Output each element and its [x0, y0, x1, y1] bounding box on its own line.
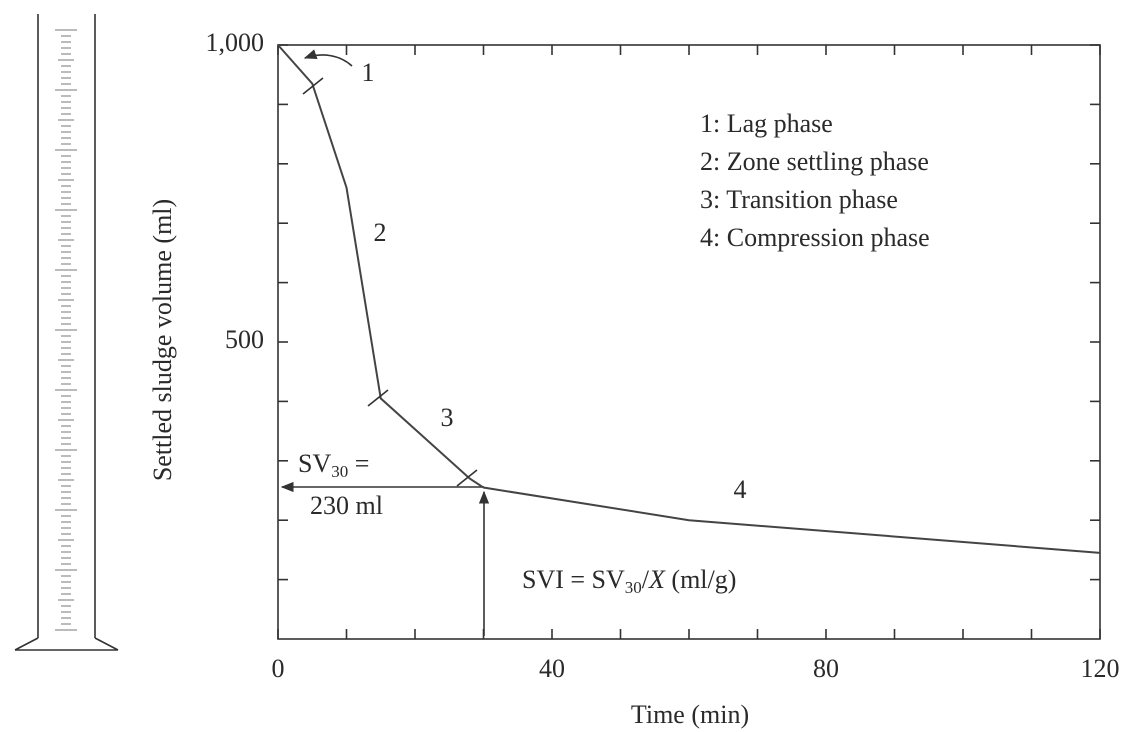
data-line [277, 44, 1101, 554]
x-axis-label: Time (min) [631, 700, 749, 729]
phase-number: 1 [362, 58, 375, 87]
phase-boundary [456, 469, 478, 487]
x-tick-label: 80 [813, 654, 839, 683]
x-tick-label: 120 [1081, 654, 1120, 683]
y-tick-label: 500 [225, 325, 264, 354]
legend-line: 1: Lag phase [700, 109, 833, 138]
lag-arrow [303, 49, 353, 67]
phase-boundary [302, 77, 324, 95]
x-tick-label: 0 [272, 654, 285, 683]
sv30-value: 230 ml [310, 491, 383, 520]
legend-line: 3: Transition phase [700, 185, 898, 214]
phase-number: 4 [734, 475, 747, 504]
sv30-label: SV30 = [298, 449, 369, 481]
y-tick-label: 1,000 [206, 28, 265, 57]
svi-formula: SVI = SV30/X (ml/g) [522, 565, 736, 597]
x-tick-label: 40 [539, 654, 565, 683]
phase-number: 2 [374, 218, 387, 247]
phase-boundary [367, 389, 389, 407]
y-axis-label: Settled sludge volume (ml) [148, 199, 177, 481]
legend-line: 4: Compression phase [700, 223, 930, 252]
plot-frame [277, 44, 1101, 640]
legend-line: 2: Zone settling phase [700, 147, 929, 176]
phase-number: 3 [441, 403, 454, 432]
graduated-cylinder [14, 14, 119, 651]
